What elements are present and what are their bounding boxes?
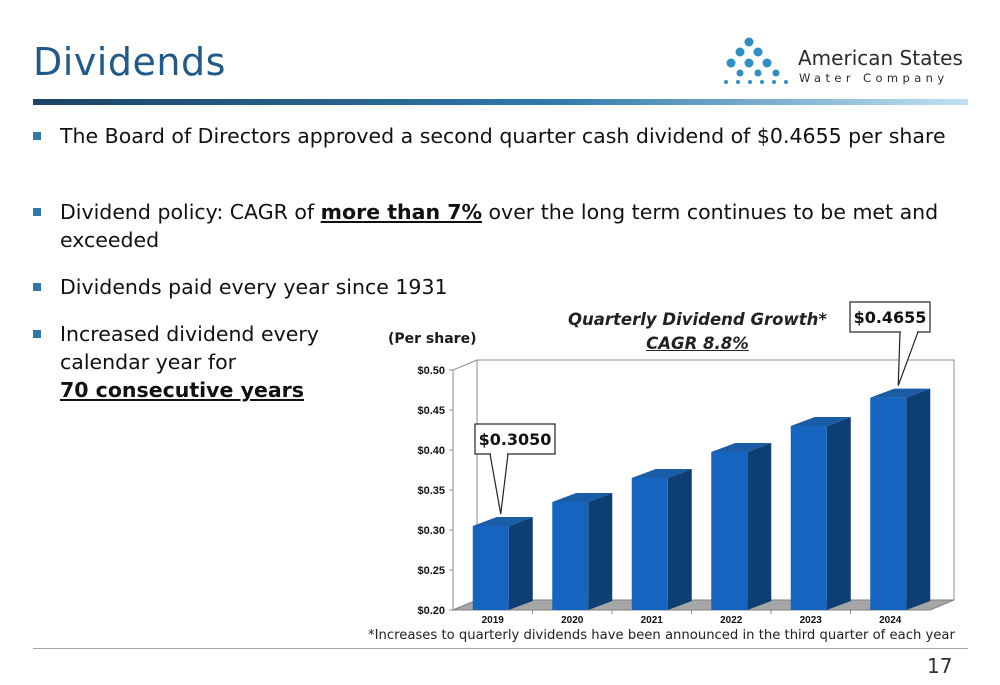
y-tick-label: $0.45 — [417, 405, 445, 417]
bar-top — [552, 493, 613, 502]
bullet-text: Dividend policy: CAGR of more than 7% ov… — [60, 198, 965, 254]
dividend-bar-chart: $0.20 $0.25 $0.30 $0.35 $0.40 $0.45 $0.50 2019 2… — [417, 301, 955, 626]
bar — [870, 397, 907, 610]
bar-top — [870, 388, 931, 398]
bar — [790, 426, 827, 610]
y-tick-label: $0.25 — [417, 565, 445, 577]
page-number: 17 — [927, 654, 953, 678]
chart-title-block: Quarterly Dividend Growth* CAGR 8.8% — [555, 308, 840, 356]
bar-top — [631, 469, 692, 478]
bullet-text-part: Increased dividend every calendar year f… — [60, 322, 319, 374]
slide-title: Dividends — [33, 40, 226, 84]
bar — [631, 478, 668, 610]
x-tick-label: 2023 — [800, 615, 823, 626]
bar-side — [667, 469, 692, 610]
bullet-text-part: Dividend policy: CAGR of — [60, 200, 321, 224]
bullet-text: Increased dividend every calendar year f… — [60, 320, 350, 404]
bar-side — [826, 417, 851, 610]
bar-top — [711, 443, 772, 452]
bullet-text-part: over the long term continues to be met a… — [60, 200, 939, 252]
bullet-square-icon — [33, 208, 41, 216]
logo-name: American States — [798, 46, 963, 70]
bar-top — [790, 417, 851, 426]
data-label: $0.3050 — [479, 430, 552, 449]
bullet-text: The Board of Directors approved a second… — [60, 124, 946, 148]
data-label: $0.4655 — [854, 308, 927, 327]
y-tick-label: $0.30 — [417, 525, 445, 537]
bullet-emphasis: more than 7% — [320, 200, 482, 224]
x-tick-label: 2019 — [482, 615, 505, 626]
bullet-square-icon — [33, 283, 41, 291]
footer-divider — [33, 648, 968, 649]
x-tick-label: 2024 — [879, 615, 902, 626]
footnote: *Increases to quarterly dividends have b… — [368, 628, 955, 643]
bar-side — [508, 517, 533, 610]
bar-side — [906, 388, 931, 610]
bar-side — [747, 443, 772, 610]
bullet-square-icon — [33, 132, 41, 140]
logo-subtitle: Water Company — [799, 71, 949, 85]
bullet-emphasis: 70 consecutive years — [60, 378, 304, 402]
chart-ylabel: (Per share) — [388, 331, 477, 347]
bar — [472, 526, 509, 610]
chart-subtitle: CAGR 8.8% — [646, 334, 749, 353]
x-tick-label: 2020 — [561, 615, 584, 626]
bar-top — [472, 517, 533, 526]
bar — [552, 502, 589, 610]
bar — [711, 452, 748, 610]
company-logo: American States Water Company — [722, 34, 972, 94]
x-tick-label: 2022 — [720, 615, 743, 626]
water-drops-icon — [724, 37, 788, 84]
bar-side — [588, 493, 613, 610]
callout-box — [474, 423, 556, 455]
title-divider — [33, 99, 968, 105]
bullet-text: Dividends paid every year since 1931 — [60, 275, 448, 299]
y-tick-label: $0.50 — [417, 365, 445, 377]
chart-title: Quarterly Dividend Growth* — [567, 310, 827, 329]
bullet-square-icon — [33, 330, 41, 338]
y-tick-label: $0.35 — [417, 485, 445, 497]
y-tick-label: $0.40 — [417, 445, 445, 457]
callout-box — [849, 301, 931, 333]
y-tick-label: $0.20 — [417, 605, 445, 617]
x-tick-label: 2021 — [641, 615, 664, 626]
